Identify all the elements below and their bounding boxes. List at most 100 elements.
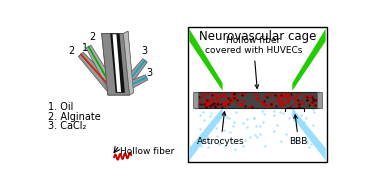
Ellipse shape (220, 95, 223, 98)
Ellipse shape (229, 99, 232, 100)
Point (232, 147, 237, 150)
Ellipse shape (202, 103, 206, 105)
Point (202, 104, 208, 107)
Ellipse shape (264, 94, 266, 95)
Point (290, 113, 295, 116)
Ellipse shape (237, 99, 241, 101)
Ellipse shape (211, 99, 215, 102)
Point (202, 138, 208, 141)
Point (220, 138, 226, 141)
Ellipse shape (229, 100, 233, 102)
Point (201, 118, 207, 121)
Ellipse shape (301, 99, 304, 101)
Ellipse shape (233, 93, 238, 95)
Point (277, 111, 283, 114)
Ellipse shape (203, 104, 207, 106)
Polygon shape (189, 108, 222, 160)
Ellipse shape (264, 96, 266, 98)
Ellipse shape (267, 106, 271, 107)
Point (216, 143, 222, 146)
Ellipse shape (257, 99, 260, 101)
Ellipse shape (240, 105, 244, 107)
Ellipse shape (223, 104, 226, 106)
Point (230, 142, 236, 145)
Ellipse shape (309, 103, 314, 105)
Text: 3: 3 (141, 46, 148, 56)
Ellipse shape (271, 101, 275, 104)
Ellipse shape (199, 103, 203, 105)
Ellipse shape (296, 96, 298, 98)
Polygon shape (86, 45, 118, 94)
Ellipse shape (204, 96, 206, 97)
Point (226, 117, 232, 120)
Ellipse shape (210, 97, 213, 99)
Text: BBB: BBB (289, 115, 308, 146)
Ellipse shape (298, 103, 300, 105)
Ellipse shape (204, 103, 208, 106)
Polygon shape (102, 33, 130, 95)
Ellipse shape (297, 100, 299, 101)
Polygon shape (113, 34, 121, 92)
Bar (196, 92, 319, 108)
Point (310, 124, 316, 127)
Point (270, 105, 276, 108)
Ellipse shape (232, 94, 235, 95)
Ellipse shape (216, 103, 219, 105)
Point (244, 117, 250, 120)
Ellipse shape (301, 102, 304, 104)
Ellipse shape (316, 98, 318, 99)
Point (244, 125, 250, 128)
Ellipse shape (312, 103, 317, 106)
Polygon shape (117, 59, 147, 94)
Ellipse shape (272, 93, 277, 96)
Text: 1. Oil: 1. Oil (48, 102, 73, 112)
Ellipse shape (288, 95, 290, 97)
Ellipse shape (280, 94, 283, 96)
Bar (193, 92, 198, 108)
Polygon shape (102, 33, 130, 95)
Point (310, 107, 316, 110)
Ellipse shape (238, 103, 241, 106)
Ellipse shape (197, 96, 200, 98)
Point (197, 127, 203, 130)
Ellipse shape (262, 102, 264, 104)
Ellipse shape (281, 104, 286, 106)
Point (198, 145, 204, 148)
Ellipse shape (230, 99, 235, 101)
Point (230, 125, 236, 128)
Ellipse shape (236, 103, 240, 104)
Point (257, 132, 263, 136)
Point (261, 107, 266, 110)
Ellipse shape (252, 95, 258, 96)
Ellipse shape (289, 93, 293, 96)
Ellipse shape (286, 101, 289, 104)
Point (257, 125, 263, 128)
Ellipse shape (248, 106, 252, 108)
Ellipse shape (240, 103, 241, 104)
Ellipse shape (279, 97, 283, 98)
Ellipse shape (210, 104, 213, 105)
Ellipse shape (264, 104, 266, 106)
Ellipse shape (278, 101, 283, 103)
Ellipse shape (309, 95, 311, 97)
Ellipse shape (306, 100, 308, 101)
Point (213, 127, 219, 130)
Ellipse shape (223, 93, 226, 96)
Ellipse shape (208, 101, 212, 103)
Ellipse shape (281, 94, 287, 96)
Ellipse shape (225, 103, 229, 106)
Ellipse shape (207, 104, 211, 108)
Ellipse shape (232, 97, 237, 99)
Ellipse shape (255, 98, 258, 100)
Point (251, 116, 257, 119)
Ellipse shape (294, 102, 297, 105)
Ellipse shape (195, 98, 199, 100)
Ellipse shape (201, 94, 205, 97)
Point (292, 115, 298, 119)
Polygon shape (189, 29, 222, 91)
Ellipse shape (241, 94, 243, 95)
Point (271, 113, 277, 116)
Ellipse shape (287, 101, 290, 103)
Ellipse shape (217, 98, 220, 99)
Ellipse shape (221, 95, 223, 97)
